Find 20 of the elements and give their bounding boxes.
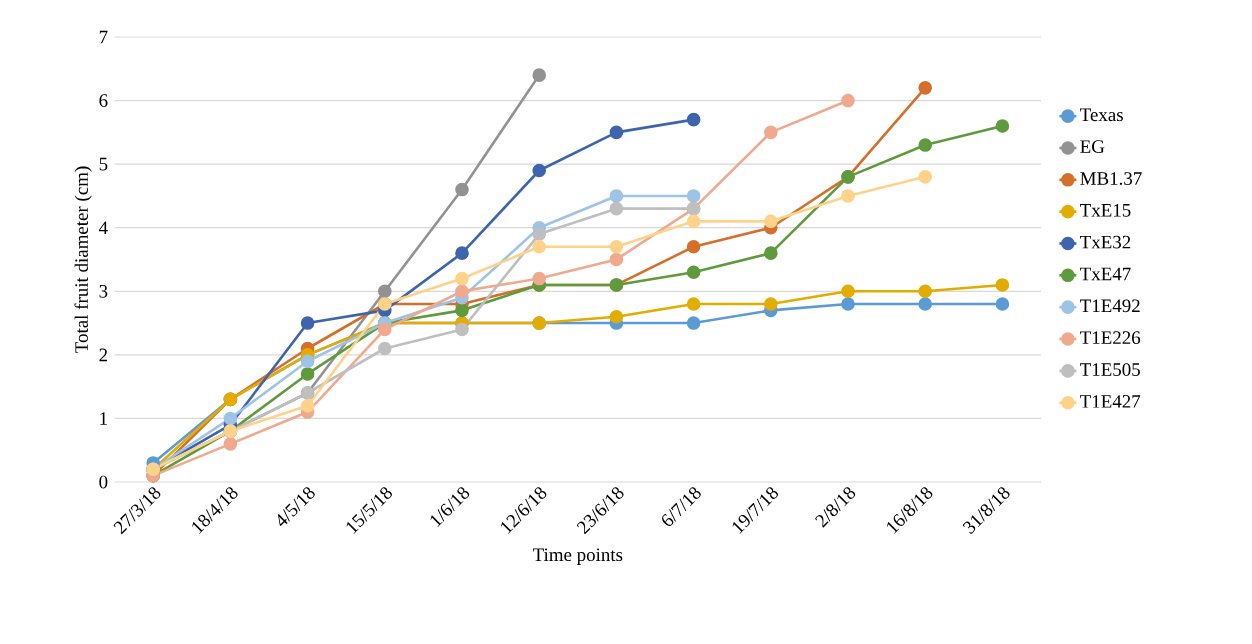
y-axis-title: Total fruit diameter (cm) bbox=[74, 166, 92, 353]
y-tick-label: 5 bbox=[99, 157, 108, 171]
y-tick-label: 4 bbox=[99, 221, 108, 234]
legend-label: T1E492 bbox=[1080, 299, 1140, 313]
y-tick-label: 7 bbox=[99, 30, 108, 44]
x-axis-title: Time points bbox=[533, 548, 623, 565]
y-tick-label: 6 bbox=[99, 94, 108, 107]
legend-label: Texas bbox=[1080, 108, 1123, 122]
y-tick-label: 0 bbox=[99, 475, 108, 489]
y-tick-label: 2 bbox=[99, 348, 108, 362]
legend-label: MB1.37 bbox=[1080, 172, 1142, 185]
legend-label: EG bbox=[1080, 140, 1105, 153]
legend-label: T1E505 bbox=[1080, 363, 1140, 376]
legend-label: TxE32 bbox=[1080, 235, 1131, 249]
y-tick-label: 3 bbox=[99, 284, 108, 298]
legend-label: T1E427 bbox=[1080, 395, 1141, 408]
legend-label: T1E226 bbox=[1080, 331, 1141, 345]
y-tick-label: 1 bbox=[100, 412, 107, 425]
legend-label: TxE47 bbox=[1080, 267, 1131, 281]
legend-label: TxE15 bbox=[1080, 204, 1131, 217]
